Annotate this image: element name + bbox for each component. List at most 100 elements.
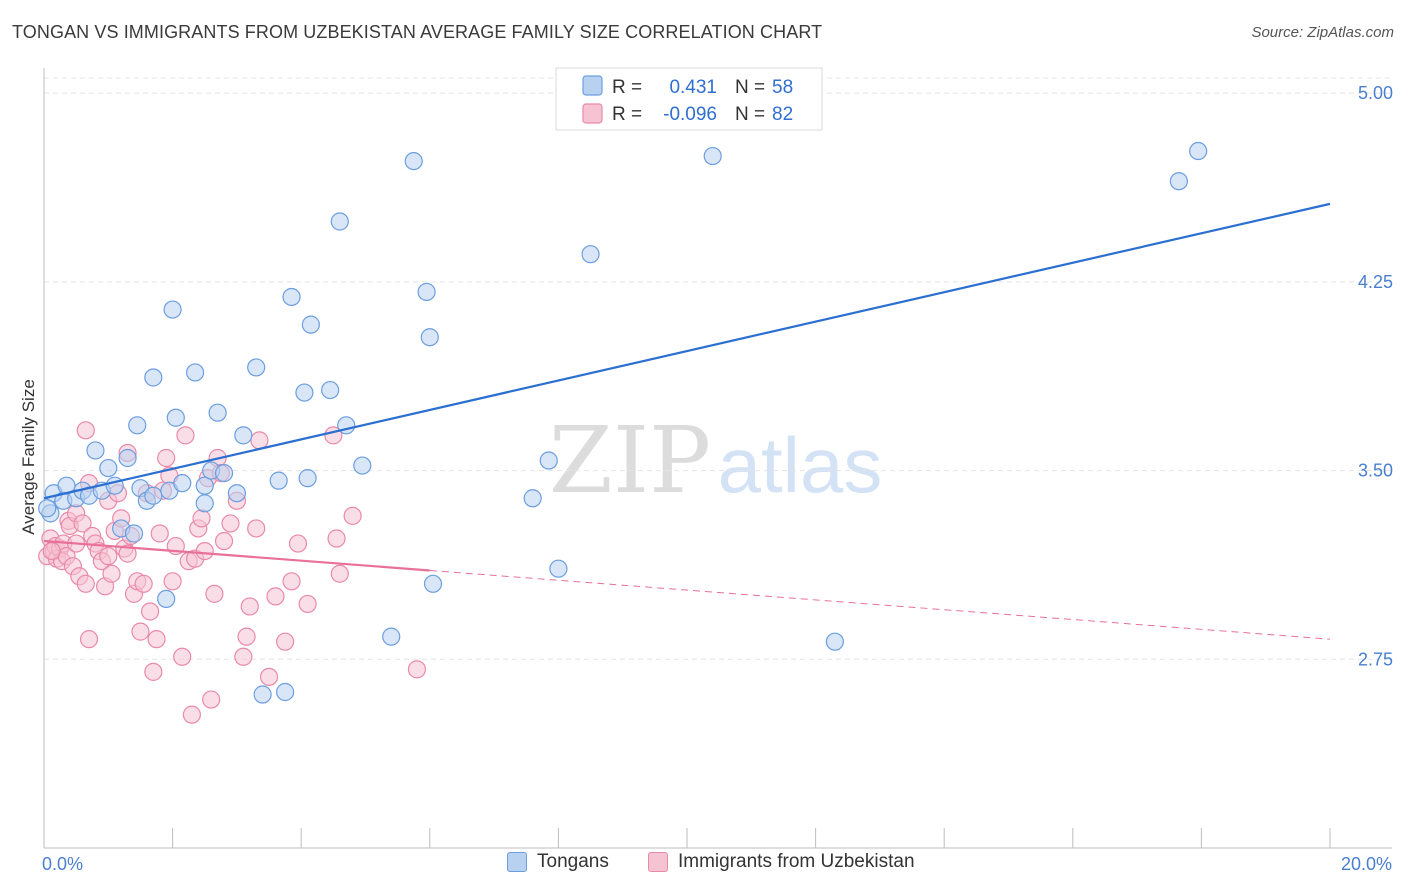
tongan-point [549, 559, 568, 578]
uzbekistan-point [182, 705, 201, 724]
y-tick-label: 4.25 [1358, 272, 1393, 292]
axes: 2.75 3.50 4.25 5.00 0.0% 20.0% [42, 68, 1393, 874]
tongan-point [353, 456, 372, 475]
tongan-point [253, 685, 272, 704]
uzbekistan-point [131, 622, 150, 641]
uzbekistan-point [259, 667, 279, 687]
tongan-point [195, 494, 214, 513]
uzbekistan-point [147, 630, 166, 649]
uzbekistan-point [73, 514, 92, 533]
uzbekistan-point [150, 524, 169, 543]
uzbekistan-point [330, 564, 349, 583]
uzbekistan-point [298, 594, 317, 614]
uzbekistan-point [282, 572, 301, 591]
uzbekistan-point [205, 584, 224, 603]
series-legend: Tongans Immigrants from Uzbekistan [0, 851, 1406, 881]
tongan-point [523, 489, 542, 508]
uzbekistan-point [240, 597, 259, 616]
legend-swatch-uzbekistan [648, 852, 668, 872]
tongan-point [1169, 172, 1188, 191]
x-tick-label: 20.0% [1341, 854, 1392, 874]
tongan-point [124, 524, 144, 543]
uzbekistan-point [202, 690, 221, 709]
uzbekistan-point [343, 506, 362, 525]
tongan-point [295, 383, 314, 402]
legend-n-label: N = [735, 77, 765, 98]
uzbekistan-point [214, 531, 234, 551]
tongan-points [38, 141, 1208, 704]
legend-n-value-uzbekistan: 82 [772, 104, 793, 125]
tongan-point [186, 363, 205, 382]
tongan-point [581, 245, 600, 264]
uzbekistan-point [42, 541, 61, 561]
uzbekistan-point [407, 660, 427, 679]
trend-line-uzbekistan [43, 539, 430, 572]
uzbekistan-point [76, 574, 95, 593]
grid [44, 77, 1392, 660]
uzbekistan-point [266, 587, 285, 606]
uzbekistan-point [140, 602, 160, 621]
legend-r-label: R = [612, 77, 642, 98]
uzbekistan-point [134, 574, 153, 593]
legend-r-label: R = [612, 104, 642, 125]
tongan-point [423, 574, 443, 593]
uzbekistan-point [102, 564, 121, 583]
trend-line-tongans [43, 202, 1331, 500]
tongan-point [269, 471, 288, 490]
uzbekistan-point [173, 647, 192, 666]
watermark-zip: ZIP [549, 407, 711, 514]
tongan-point [144, 486, 163, 505]
uzbekistan-point [192, 509, 211, 528]
tongan-point [247, 358, 266, 377]
source-label: Source: ZipAtlas.com [1251, 24, 1394, 41]
legend-swatch-tongans [582, 75, 603, 96]
x-tick-label: 0.0% [42, 854, 83, 874]
tongan-point [173, 474, 192, 493]
tongan-point [195, 476, 214, 495]
legend-swatch-uzbekistan [582, 103, 603, 124]
uzbekistan-point [276, 632, 295, 651]
uzbekistan-point [288, 534, 308, 553]
uzbekistan-point [176, 426, 195, 445]
y-tick-label: 5.00 [1358, 83, 1393, 103]
y-tick-label: 2.75 [1358, 649, 1393, 669]
uzbekistan-point [157, 448, 176, 468]
tongan-point [282, 287, 301, 307]
uzbekistan-point [250, 431, 269, 450]
uzbekistan-point [76, 421, 95, 440]
tongan-point [234, 426, 253, 445]
stats-legend: R = 0.431 N = 58 R = -0.096 N = 82 [555, 67, 823, 131]
trend-line-uzbekistan-dashed [429, 569, 1331, 640]
tongan-point [420, 328, 439, 347]
uzbekistan-point [247, 519, 266, 538]
tongan-point [382, 627, 401, 646]
tongan-point [157, 589, 176, 609]
legend-item-uzbekistan: Immigrants from Uzbekistan [648, 851, 915, 873]
uzbekistan-point [234, 647, 253, 666]
y-tick-label: 3.50 [1358, 461, 1393, 481]
uzbekistan-point [327, 529, 346, 548]
tongan-point [118, 448, 137, 468]
tongan-point [86, 441, 105, 460]
tongan-point [214, 463, 234, 483]
tongan-point [417, 282, 436, 302]
uzbekistan-point [163, 572, 182, 591]
tongan-point [144, 368, 163, 387]
legend-swatch-tongans [507, 852, 527, 872]
tongan-point [166, 408, 185, 427]
tongan-point [703, 146, 722, 166]
tongan-point [163, 300, 182, 319]
trend-lines [43, 202, 1331, 640]
watermark-atlas: atlas [718, 421, 883, 509]
tongan-point [227, 484, 246, 503]
legend-n-value-tongans: 58 [772, 77, 793, 98]
legend-n-label: N = [735, 104, 765, 125]
tongan-point [825, 632, 844, 651]
legend-r-value-tongans: 0.431 [669, 77, 717, 98]
watermark: ZIP atlas [549, 407, 882, 514]
uzbekistan-point [79, 630, 99, 649]
chart-title: TONGAN VS IMMIGRANTS FROM UZBEKISTAN AVE… [12, 22, 823, 42]
uzbekistan-point [221, 514, 240, 533]
legend-label-tongans: Tongans [537, 851, 609, 872]
tongan-point [1189, 141, 1208, 161]
